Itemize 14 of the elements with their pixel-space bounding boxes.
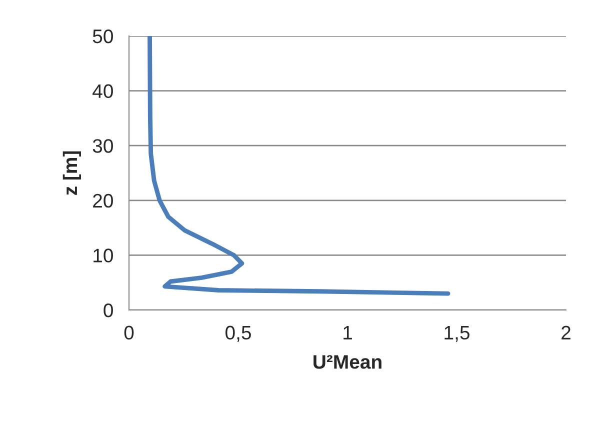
y-tick-label: 40 <box>92 84 113 98</box>
x-axis-title: U²Mean <box>314 355 382 369</box>
x-tick-label: 2 <box>562 326 570 340</box>
x-tick-label: 1,5 <box>444 326 470 342</box>
y-tick-label: 30 <box>92 139 113 153</box>
x-tick-label: 0 <box>124 326 134 340</box>
x-tick-label: 0,5 <box>225 326 251 342</box>
y-tick-label: 10 <box>94 248 113 262</box>
y-tick-label: 0 <box>104 303 113 318</box>
line-series <box>148 36 450 296</box>
y-tick-label: 20 <box>93 194 113 208</box>
y-axis-title: z [m] <box>62 151 81 195</box>
y-tick-label: 50 <box>92 29 113 44</box>
x-tick-label: 1 <box>344 326 352 340</box>
